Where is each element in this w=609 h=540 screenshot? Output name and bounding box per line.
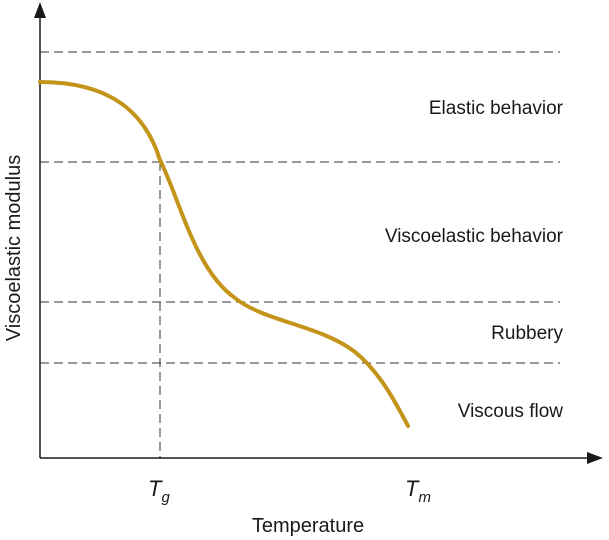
tick-tg-sub: g: [161, 489, 170, 506]
region-label-viscous-flow: Viscous flow: [458, 401, 564, 422]
x-axis-arrow-icon: [587, 452, 603, 464]
x-axis-title: Temperature: [252, 515, 364, 537]
y-axis-arrow-icon: [34, 2, 46, 18]
tick-tm-sub: m: [418, 489, 431, 506]
region-label-viscoelastic: Viscoelastic behavior: [385, 226, 564, 247]
region-label-elastic: Elastic behavior: [429, 98, 564, 119]
region-label-rubbery: Rubbery: [491, 323, 563, 344]
tick-label-tm: Tm: [405, 476, 431, 506]
tick-tg-main: T: [148, 476, 163, 501]
modulus-curve: [38, 80, 410, 428]
tick-tm-main: T: [405, 476, 420, 501]
y-axis-title: Viscoelastic modulus: [3, 155, 25, 341]
tick-label-tg: Tg: [148, 476, 170, 506]
